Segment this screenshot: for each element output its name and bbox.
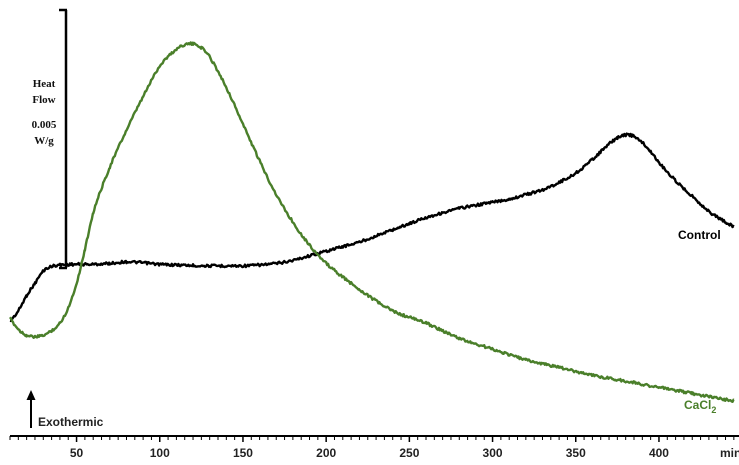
series-label-cacl2-name: CaCl: [684, 398, 711, 412]
x-tick-label: 50: [70, 446, 84, 460]
x-tick-label: 200: [316, 446, 336, 460]
x-tick-label: 350: [566, 446, 586, 460]
x-axis: 50 100 150 200 250 300 350 400 min: [9, 435, 739, 460]
series-label-cacl2-subscript: 2: [711, 405, 716, 415]
scale-bar-value: 0.005: [32, 119, 57, 131]
exothermic-label: Exothermic: [38, 415, 104, 429]
x-axis-minor-ticks: [9, 436, 735, 440]
x-tick-label: 100: [150, 446, 170, 460]
series-layer: [9, 41, 735, 403]
series-label-cacl2: CaCl2: [684, 398, 716, 415]
x-tick-label: 150: [233, 446, 253, 460]
x-tick-label: 300: [483, 446, 503, 460]
scale-bar-label-line1: Heat: [33, 78, 56, 90]
x-tick-label: 400: [649, 446, 669, 460]
series-label-control: Control: [678, 228, 721, 242]
series-line-control: [9, 132, 735, 323]
series-line-cacl2: [9, 41, 735, 403]
x-axis-major-ticks: 50 100 150 200 250 300 350 400: [70, 436, 669, 460]
x-tick-label: 250: [399, 446, 419, 460]
scale-bar-unit: W/g: [34, 135, 54, 147]
scale-bar-label-line2: Flow: [32, 94, 55, 106]
x-axis-unit-label: min: [720, 446, 739, 460]
scale-bar: Heat Flow 0.005 W/g: [32, 8, 68, 270]
up-arrow-icon: [26, 390, 36, 400]
exothermic-annotation: Exothermic: [26, 390, 104, 429]
